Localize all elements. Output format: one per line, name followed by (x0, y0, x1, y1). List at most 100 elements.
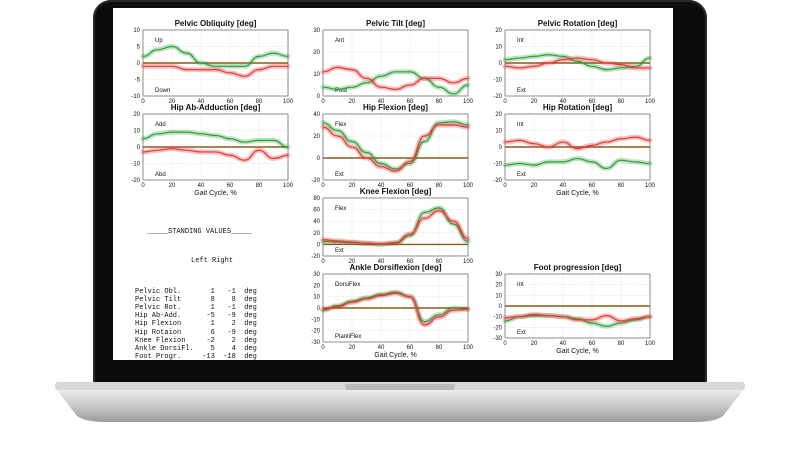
annotation-bottom: Post (335, 88, 347, 94)
chart-title: Pelvic Tilt [deg] (366, 19, 425, 28)
x-tick-label: 80 (618, 99, 625, 105)
series-line (142, 131, 289, 148)
y-tick-label: 0 (499, 304, 503, 310)
y-tick-label: 20 (313, 50, 320, 56)
chart-title: Knee Flexion [deg] (360, 187, 432, 196)
chart-title: Pelvic Obliquity [deg] (175, 19, 257, 28)
y-tick-label: 0 (317, 156, 321, 162)
annotation-top: Ant (335, 38, 344, 44)
y-tick-label: 20 (495, 28, 502, 34)
series-line (142, 65, 288, 77)
standing-values-row: Ankle DorsiFl. 5 4 deg (135, 345, 257, 354)
x-tick-label: 80 (618, 183, 625, 189)
annotation-bottom: Down (155, 88, 170, 94)
standing-values-row: Hip Flexion 1 2 deg (135, 320, 257, 329)
x-tick-label: 0 (321, 183, 325, 189)
chart-title: Hip Ab-Adduction [deg] (171, 103, 261, 112)
x-tick-label: 60 (589, 341, 596, 347)
x-tick-label: 60 (407, 99, 414, 105)
x-tick-label: 0 (503, 341, 507, 347)
y-tick-label: 30 (313, 28, 320, 34)
y-tick-label: 60 (313, 208, 320, 214)
x-tick-label: 20 (531, 341, 538, 347)
x-tick-label: 60 (407, 259, 414, 265)
x-tick-label: 40 (378, 99, 385, 105)
standing-values-row: Pelvic Tilt 8 8 deg (135, 295, 257, 304)
y-tick-label: 20 (313, 134, 320, 140)
x-tick-label: 60 (407, 183, 414, 189)
series-line (142, 148, 289, 161)
series-line (322, 210, 469, 245)
annotation-top: Int (517, 122, 524, 128)
y-tick-label: -5 (135, 78, 141, 84)
y-tick-label: 20 (495, 283, 502, 289)
x-tick-label: 0 (321, 99, 325, 105)
x-tick-label: 80 (436, 183, 443, 189)
series-line (322, 292, 469, 326)
x-tick-label: 40 (198, 99, 205, 105)
x-tick-label: 0 (321, 345, 325, 351)
standing-values-row: Knee Flexion -2 2 deg (135, 336, 257, 345)
chart-title: Ankle Dorsiflexion [deg] (349, 263, 441, 272)
y-tick-label: -10 (131, 162, 140, 168)
y-tick-label: -20 (493, 178, 502, 184)
series-line (504, 57, 650, 69)
x-tick-label: 60 (589, 183, 596, 189)
x-tick-label: 80 (256, 99, 263, 105)
x-tick-label: 40 (378, 345, 385, 351)
screen: 10 5 0 -5 -10 0 20 40 60 80 100 Pelvic Obliquity [d… (113, 8, 673, 360)
y-tick-label: 80 (313, 196, 320, 202)
annotation-top: Flex (335, 122, 346, 128)
x-tick-label: 80 (256, 183, 263, 189)
y-tick-label: 20 (495, 112, 502, 118)
x-tick-label: 80 (436, 259, 443, 265)
series-line (322, 291, 469, 323)
x-axis-label: Gait Cycle, % (556, 348, 598, 355)
annotation-bottom: Ext (517, 172, 526, 178)
annotation-top: Int (517, 282, 524, 288)
annotation-top: Add (155, 122, 166, 128)
y-tick-label: -20 (311, 254, 320, 260)
y-tick-label: 30 (313, 272, 320, 278)
y-tick-label: -10 (493, 162, 502, 168)
x-tick-label: 20 (349, 345, 356, 351)
y-tick-label: 0 (317, 94, 321, 100)
series-line (142, 45, 289, 67)
y-tick-label: 0 (499, 145, 503, 151)
chart-title: Pelvic Rotation [deg] (538, 19, 618, 28)
y-tick-label: 20 (313, 231, 320, 237)
x-tick-label: 100 (463, 99, 474, 105)
laptop-base (55, 382, 745, 422)
chart-title: Hip Rotation [deg] (543, 103, 613, 112)
annotation-bottom: Ext (335, 248, 344, 254)
x-tick-label: 0 (141, 99, 145, 105)
annotation-bottom: Ext (517, 330, 526, 336)
x-tick-label: 40 (378, 259, 385, 265)
y-tick-label: 10 (313, 72, 320, 78)
annotation-top: DorsiFlex (335, 282, 360, 288)
series-line (504, 157, 651, 170)
series-line (322, 71, 469, 95)
standing-values-row: Pelvic Rot. 1 -1 deg (135, 304, 257, 313)
series-line (504, 136, 651, 150)
x-tick-label: 40 (560, 183, 567, 189)
x-axis-label: Gait Cycle, % (374, 352, 416, 359)
y-tick-label: 10 (133, 28, 140, 34)
standing-values-title-rule: _____ (147, 228, 169, 237)
x-axis-label: Gait Cycle, % (194, 190, 236, 197)
series-line (322, 121, 469, 170)
y-tick-label: -20 (493, 325, 502, 331)
x-tick-label: 100 (283, 99, 294, 105)
x-tick-label: 60 (407, 345, 414, 351)
chart-title: Hip Flexion [deg] (363, 103, 428, 112)
annotation-bottom: Ext (335, 172, 344, 178)
y-tick-label: -30 (493, 336, 502, 342)
x-tick-label: 40 (560, 99, 567, 105)
y-tick-label: -10 (493, 78, 502, 84)
y-tick-label: 0 (317, 306, 321, 312)
y-tick-label: -10 (131, 94, 140, 100)
